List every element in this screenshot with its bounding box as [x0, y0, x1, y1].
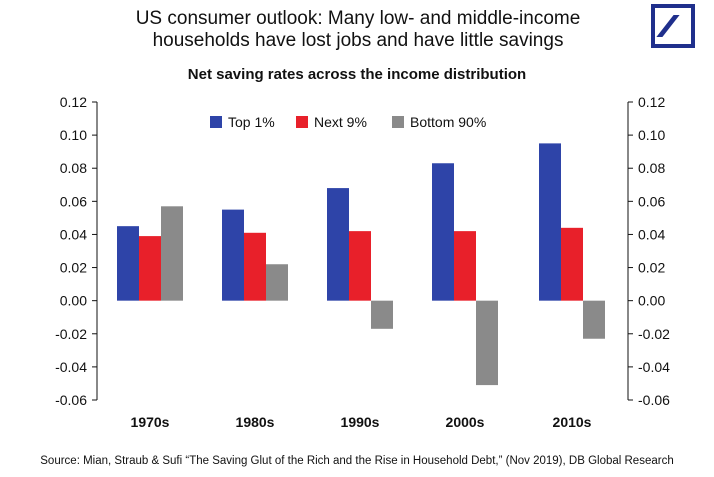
left-tick-label: -0.06 [55, 392, 87, 408]
right-tick-label: 0.04 [638, 226, 665, 242]
right-tick-label: 0.02 [638, 260, 665, 276]
bar [349, 231, 371, 301]
right-tick-label: 0.12 [638, 94, 665, 110]
chart-headline: US consumer outlook: Many low- and middl… [78, 8, 638, 52]
left-tick-label: 0.06 [60, 193, 87, 209]
legend-label: Bottom 90% [410, 114, 486, 130]
bar [266, 264, 288, 301]
bar [432, 163, 454, 301]
bar [454, 231, 476, 301]
headline-line-2: households have lost jobs and have littl… [152, 30, 564, 51]
deutsche-bank-logo-icon [651, 4, 695, 48]
left-tick-label: 0.02 [60, 260, 87, 276]
bar [222, 209, 244, 301]
bar [161, 206, 183, 301]
bar [539, 143, 561, 301]
legend-label: Next 9% [314, 114, 367, 130]
left-tick-label: -0.02 [55, 326, 87, 342]
right-tick-label: -0.06 [638, 392, 670, 408]
legend-swatch [392, 116, 404, 128]
category-label: 1980s [236, 414, 275, 430]
right-tick-label: 0.06 [638, 193, 665, 209]
right-tick-label: -0.02 [638, 326, 670, 342]
left-tick-label: 0.10 [60, 127, 87, 143]
right-tick-label: 0.08 [638, 160, 665, 176]
bar [139, 236, 161, 301]
left-tick-label: 0.04 [60, 226, 87, 242]
bar [117, 226, 139, 301]
category-label: 2000s [446, 414, 485, 430]
bar [244, 232, 266, 301]
left-tick-label: 0.12 [60, 94, 87, 110]
bar [561, 227, 583, 301]
legend-label: Top 1% [228, 114, 275, 130]
bar [327, 188, 349, 301]
right-tick-label: 0.00 [638, 293, 665, 309]
source-note: Source: Mian, Straub & Sufi “The Saving … [40, 455, 674, 467]
right-tick-label: 0.10 [638, 127, 665, 143]
category-label: 1970s [131, 414, 170, 430]
legend-swatch [296, 116, 308, 128]
left-tick-label: -0.04 [55, 359, 87, 375]
bar [371, 300, 393, 329]
legend-swatch [210, 116, 222, 128]
chart-title: Net saving rates across the income distr… [187, 66, 527, 83]
category-label: 2010s [553, 414, 592, 430]
headline-line-1: US consumer outlook: Many low- and middl… [135, 8, 581, 29]
right-tick-label: -0.04 [638, 359, 670, 375]
category-label: 1990s [341, 414, 380, 430]
bar [476, 300, 498, 386]
left-tick-label: 0.00 [60, 293, 87, 309]
bar [583, 300, 605, 339]
left-tick-label: 0.08 [60, 160, 87, 176]
